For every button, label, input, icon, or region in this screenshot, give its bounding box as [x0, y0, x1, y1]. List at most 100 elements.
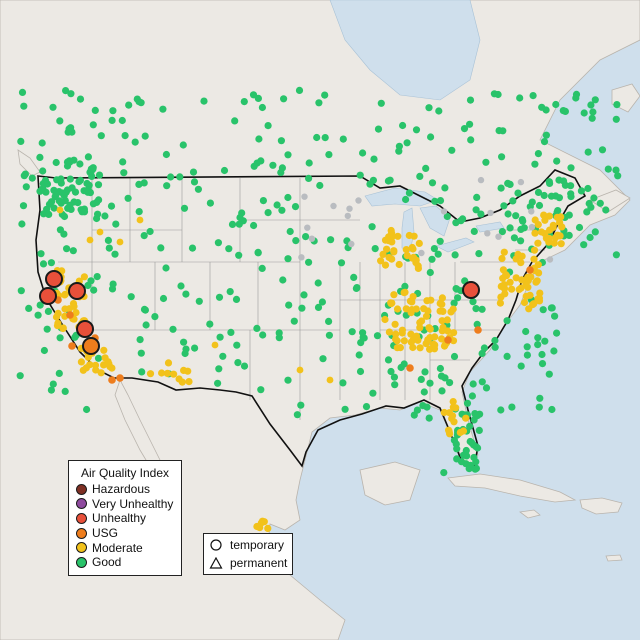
moderate-station-marker: [530, 246, 539, 254]
good-station-marker: [475, 426, 483, 434]
moderate-station-marker: [531, 229, 539, 237]
good-station-marker: [598, 146, 607, 154]
good-station-marker: [235, 251, 243, 259]
good-station-marker: [473, 320, 481, 328]
good-station-marker: [438, 387, 446, 395]
good-station-marker: [368, 223, 376, 231]
good-station-marker: [216, 333, 224, 341]
good-station-marker: [522, 327, 530, 336]
good-station-marker: [300, 291, 308, 299]
moderate-station-marker: [211, 341, 219, 349]
good-station-marker: [565, 231, 573, 239]
good-station-marker: [491, 343, 499, 351]
good-station-marker: [395, 147, 403, 155]
good-station-marker: [52, 158, 60, 167]
type-legend-label: temporary: [230, 537, 285, 552]
moderate-station-marker: [512, 274, 520, 282]
good-station-marker: [448, 146, 456, 154]
good-station-marker: [490, 90, 498, 98]
good-station-marker: [214, 379, 222, 387]
good-station-marker: [151, 313, 159, 321]
good-station-marker: [586, 233, 594, 242]
good-station-marker: [612, 115, 620, 123]
good-station-marker: [355, 351, 363, 359]
good-station-marker: [512, 212, 520, 220]
moderate-station-marker: [444, 327, 452, 335]
good-station-marker: [137, 99, 145, 107]
good-station-marker: [475, 250, 483, 258]
moderate-station-marker: [158, 369, 166, 377]
good-station-marker: [498, 153, 506, 161]
moderate-station-marker: [77, 358, 85, 366]
good-station-marker: [377, 99, 385, 107]
good-station-marker: [425, 414, 433, 422]
moderate-station-marker: [100, 346, 108, 354]
good-station-marker: [119, 158, 127, 166]
moderate-station-marker: [447, 308, 455, 316]
good-station-marker: [359, 149, 367, 157]
good-station-marker: [422, 164, 430, 172]
good-station-marker: [66, 175, 74, 183]
moderate-station-marker: [508, 285, 516, 293]
good-station-marker: [284, 376, 292, 384]
no-data-station-marker: [477, 176, 485, 184]
good-station-marker: [535, 201, 544, 210]
no-data-station-marker: [528, 223, 536, 231]
good-station-marker: [226, 288, 234, 296]
good-station-marker: [259, 197, 267, 205]
moderate-station-marker: [175, 375, 183, 383]
good-station-marker: [437, 372, 446, 380]
aqi-legend-item-usg: USG: [69, 526, 181, 541]
no-data-station-marker: [355, 197, 362, 204]
good-station-marker: [583, 208, 591, 216]
good-station-marker: [232, 295, 241, 303]
moderate-station-marker: [61, 291, 69, 299]
good-station-marker: [472, 206, 480, 214]
good-station-marker: [195, 297, 203, 305]
good-station-marker: [37, 250, 45, 258]
good-station-marker: [417, 375, 425, 383]
good-station-marker: [91, 106, 99, 114]
moderate-station-marker: [431, 341, 439, 349]
good-station-marker: [523, 351, 532, 359]
good-station-marker: [426, 379, 434, 387]
good-station-marker: [215, 365, 223, 373]
moderate-station-marker: [392, 330, 400, 338]
lake-superior: [364, 187, 439, 207]
good-station-marker: [182, 345, 190, 353]
good-station-marker: [443, 212, 451, 221]
good-station-marker: [60, 212, 69, 221]
usg-station-marker: [444, 336, 452, 344]
moderate-station-marker: [402, 246, 410, 254]
good-station-marker: [34, 311, 42, 319]
good-station-marker: [190, 178, 199, 186]
moderate-station-marker: [438, 317, 446, 325]
good-station-marker: [112, 220, 120, 228]
good-station-marker: [356, 367, 365, 376]
good-station-marker: [550, 347, 558, 355]
good-station-marker: [468, 392, 476, 400]
good-station-marker: [61, 387, 69, 395]
good-station-marker: [548, 405, 556, 414]
good-station-marker: [584, 148, 592, 156]
good-station-marker: [547, 304, 556, 312]
good-station-marker: [107, 202, 116, 210]
good-station-marker: [315, 99, 323, 107]
moderate-station-marker: [409, 293, 417, 301]
moderate-station-marker: [390, 248, 398, 256]
moderate-station-marker: [518, 252, 526, 260]
good-station-marker: [500, 202, 508, 210]
good-station-marker: [240, 362, 249, 370]
good-swatch: [76, 556, 87, 568]
yucatan-peninsula: [359, 461, 421, 506]
good-station-marker: [231, 117, 239, 125]
good-station-marker: [68, 184, 76, 192]
moderate-station-marker: [385, 237, 393, 245]
good-station-marker: [135, 180, 143, 188]
good-station-marker: [478, 305, 486, 313]
good-station-marker: [125, 101, 133, 109]
no-data-station-marker: [495, 233, 502, 240]
lake-erie: [435, 237, 475, 253]
good-station-marker: [297, 401, 305, 409]
good-station-marker: [567, 164, 575, 172]
